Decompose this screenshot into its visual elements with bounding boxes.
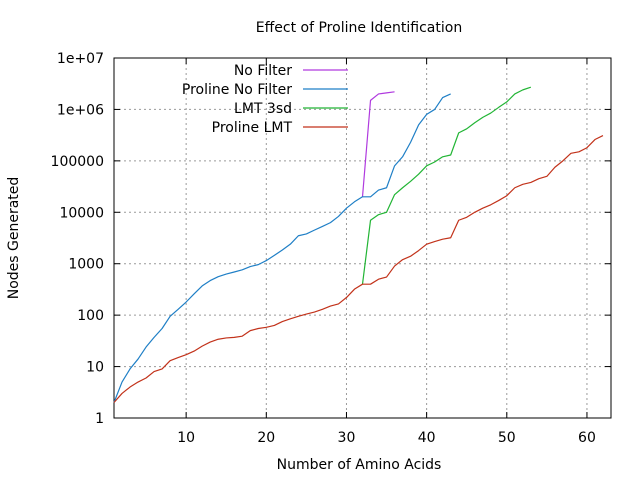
x-axis-label: Number of Amino Acids <box>277 457 442 473</box>
y-tick-label: 10 <box>86 360 104 376</box>
legend-label-lmt-3sd: LMT 3sd <box>234 101 292 117</box>
y-tick-label: 1e+07 <box>57 51 104 67</box>
plot-frame <box>113 57 612 419</box>
grid-layer <box>114 58 611 418</box>
y-tick-label: 1000 <box>68 257 104 273</box>
series-line-proline-no-filter <box>113 93 451 403</box>
legend: No Filter Proline No Filter LMT 3sd Proline… <box>182 63 348 136</box>
series-line-proline-lmt <box>113 135 604 403</box>
x-tick-label: 40 <box>418 430 436 446</box>
x-tick-label: 50 <box>498 430 516 446</box>
x-tick-label: 60 <box>578 430 596 446</box>
y-tick-label: 1e+06 <box>57 102 104 118</box>
x-tick-label: 30 <box>338 430 356 446</box>
series-line-no-filter <box>361 91 395 197</box>
y-axis-label: Nodes Generated <box>6 177 22 300</box>
series-layer <box>113 86 604 403</box>
legend-label-proline-lmt: Proline LMT <box>212 120 293 136</box>
y-tick-label: 10000 <box>59 205 104 221</box>
y-tick-label: 1 <box>95 411 104 427</box>
x-tick-label: 20 <box>257 430 275 446</box>
series-line-lmt-3sd <box>361 86 532 285</box>
y-tick-label: 100000 <box>51 154 104 170</box>
tick-layer: 10 20 30 40 50 60 1 10 100 1000 10000 100000 1e+06 1e… <box>51 51 611 446</box>
legend-label-no-filter: No Filter <box>234 63 292 79</box>
legend-label-proline-no-filter: Proline No Filter <box>182 82 292 98</box>
y-tick-label: 100 <box>77 308 104 324</box>
x-tick-label: 10 <box>177 430 195 446</box>
chart-title: Effect of Proline Identification <box>256 20 462 36</box>
